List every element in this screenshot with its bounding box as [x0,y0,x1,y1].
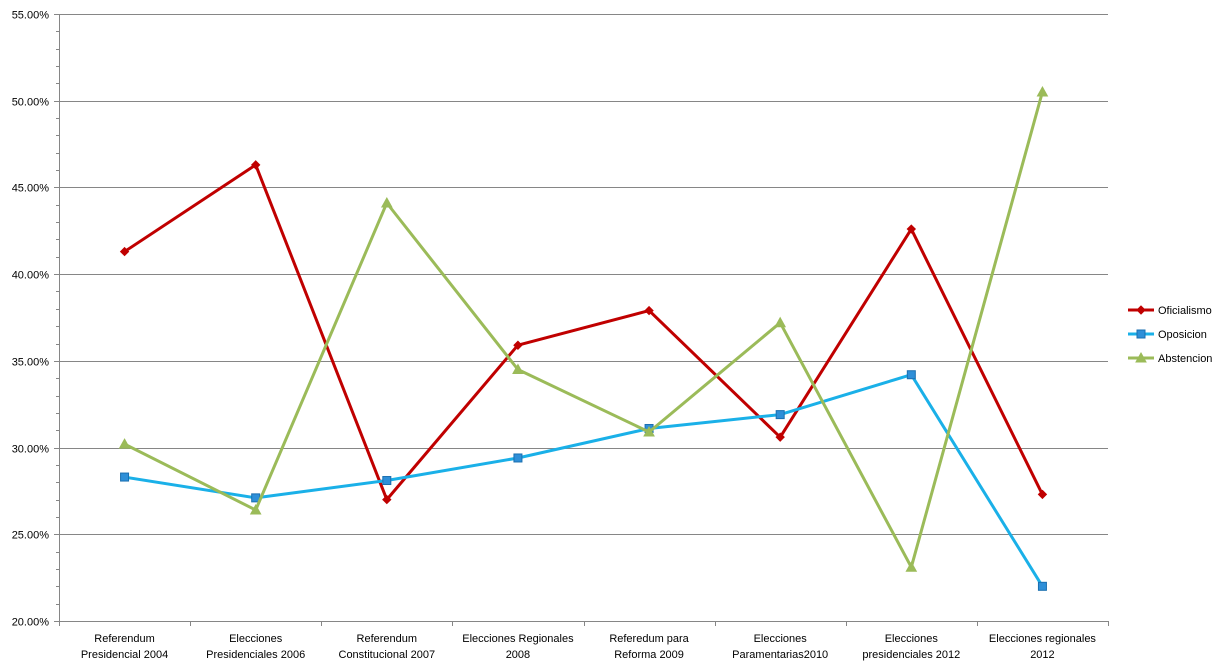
series-abstencion [118,86,1049,572]
data-point [906,224,917,234]
series-line [123,163,1044,502]
legend-label: Oposicion [1158,329,1207,341]
x-category-label: Elecciones Regionales 2008 [462,633,574,661]
legend-entry-oposicion: Oposicion [1128,329,1207,341]
y-tick-label: 40.00% [12,270,50,282]
data-point [775,410,785,420]
data-point [1036,86,1049,97]
data-point [1136,329,1146,339]
data-point [382,494,392,505]
x-category-label: Referendum Constitucional 2007 [339,633,436,661]
y-tick-label: 30.00% [12,444,50,456]
data-point [118,438,131,449]
y-tick-label: 20.00% [12,617,50,629]
data-point [513,453,523,463]
series-line [123,91,1044,569]
y-axis-tick-labels: 20.00% 25.00% 30.00% 35.00% 40.00% 45.00% 50.0… [12,10,50,629]
data-point [250,160,261,170]
data-point [380,197,393,208]
data-point [905,561,918,572]
data-point [1037,581,1047,591]
data-point [906,370,916,380]
x-category-label: Elecciones presidenciales 2012 [862,633,960,661]
x-category-label: Referedum para Reforma 2009 [609,633,689,661]
y-tick-label: 45.00% [12,183,50,195]
data-point [512,363,524,375]
x-category-label: Elecciones Presidenciales 2006 [206,633,305,661]
data-point [119,246,130,257]
series-oficialismo [119,160,1048,505]
y-tick-label: 35.00% [12,357,50,369]
data-point [775,432,785,442]
series-line [124,373,1044,588]
y-tick-label: 25.00% [12,530,50,542]
data-point [513,340,523,350]
legend-entry-abstencion: Abstencion [1128,351,1212,365]
x-category-label: Elecciones regionales 2012 [989,633,1097,661]
x-category-label: Referendum Presidencial 2004 [81,633,168,661]
data-point [1136,305,1146,315]
y-tick-label: 50.00% [12,97,50,109]
data-point [120,472,130,482]
data-point [382,476,392,486]
data-point [643,425,655,437]
legend: Oficialismo Oposicion Abstencion [1128,305,1212,365]
y-tick-label: 55.00% [12,10,50,22]
legend-label: Oficialismo [1158,305,1212,317]
legend-entry-oficialismo: Oficialismo [1128,305,1212,317]
data-point [249,503,262,515]
gridlines [59,14,1108,535]
data-point [774,316,787,328]
data-point [644,305,654,316]
data-point [1135,351,1147,363]
x-axis-category-labels: Referendum Presidencial 2004 Elecciones Pre… [81,633,1097,661]
data-point [1037,489,1048,500]
legend-label: Abstencion [1158,353,1212,365]
series-group [118,86,1049,591]
x-category-label: Elecciones Paramentarias2010 [732,633,828,661]
axes [54,14,1109,626]
